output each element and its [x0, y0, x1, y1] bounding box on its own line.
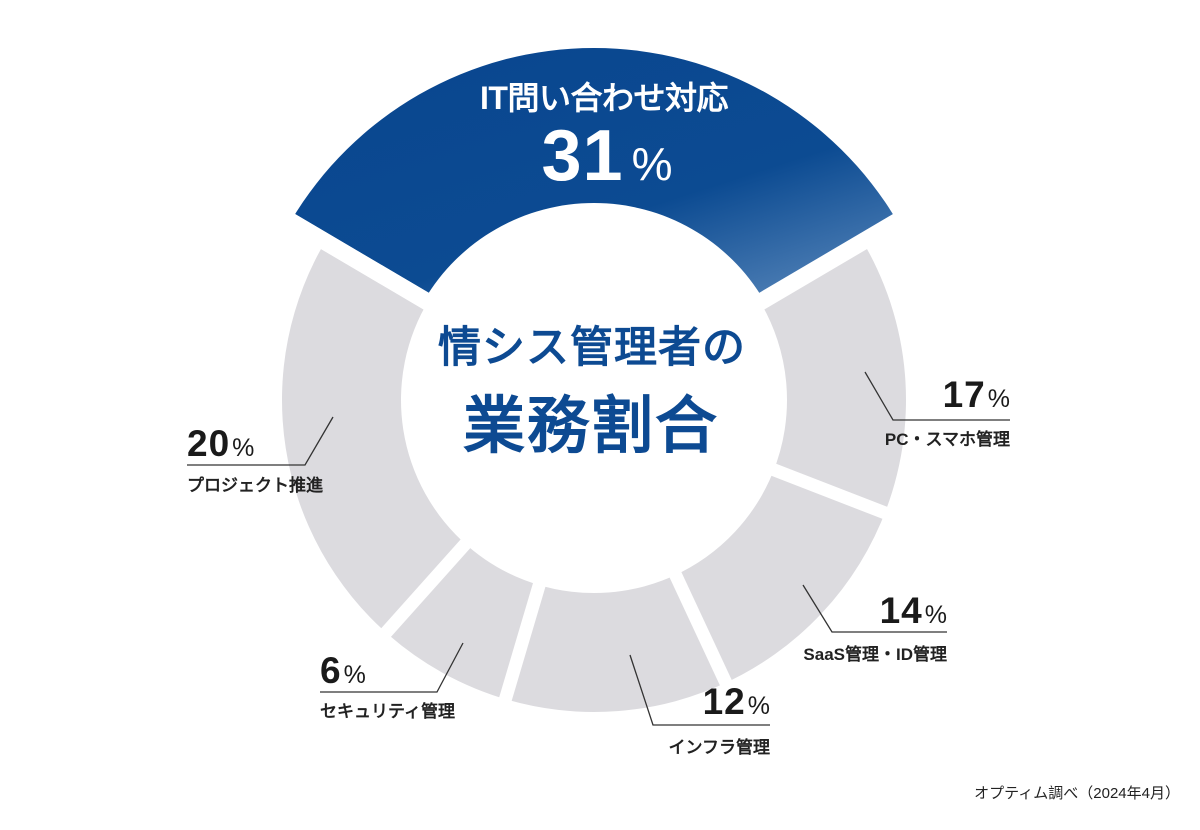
highlight-segment-label: IT問い合わせ対応: [480, 80, 728, 116]
value-unit: %: [343, 661, 366, 689]
value-security: 6 %: [320, 652, 366, 689]
segment-separator: [479, 541, 558, 767]
value-project: 20 %: [187, 425, 254, 462]
donut-segment-2: [758, 236, 907, 518]
leader-line-project: [187, 416, 334, 466]
chart-title-line-2: 業務割合: [462, 392, 719, 461]
label-security: セキュリティ管理: [320, 702, 455, 721]
value-unit: %: [987, 385, 1010, 413]
leader-line-pc: [864, 371, 1010, 421]
value-number: 20: [187, 423, 231, 464]
chart-title-line-1: 情シス管理者の: [438, 324, 746, 372]
leader-lines: [187, 371, 1010, 726]
value-pc-smartphone: 17 %: [943, 376, 1010, 413]
value-saas-id: 14 %: [880, 592, 947, 629]
donut-segment-4: [500, 573, 731, 713]
value-number: 14: [879, 590, 923, 631]
donut-segment-3: [672, 466, 887, 686]
value-unit: %: [232, 434, 255, 462]
leader-line-infra: [629, 654, 770, 726]
value-unit: %: [747, 692, 770, 720]
value-number: 12: [702, 681, 746, 722]
segment-separator: [335, 507, 499, 688]
donut-segments: [281, 48, 907, 713]
highlight-segment-value: 31 %: [0, 120, 1200, 192]
value-unit: %: [924, 601, 947, 629]
label-project: プロジェクト推進: [187, 476, 323, 495]
segment-separators: [262, 199, 951, 767]
segment-separator: [262, 199, 470, 332]
leader-line-saas: [802, 584, 947, 633]
value-infra: 12 %: [703, 683, 770, 720]
donut-segment-6: [281, 236, 468, 637]
donut-segment-1: [290, 48, 898, 301]
source-note: オプティム調べ（2024年4月）: [974, 785, 1180, 802]
segment-separator: [731, 448, 951, 544]
highlight-value-unit: %: [631, 138, 673, 190]
segment-separator: [718, 199, 926, 332]
segment-separator: [651, 533, 761, 748]
highlight-value-number: 31: [541, 116, 624, 196]
leader-line-security: [320, 642, 464, 693]
label-infra: インフラ管理: [668, 738, 771, 757]
value-number: 6: [320, 650, 342, 691]
donut-segment-5: [382, 541, 543, 701]
label-pc-smartphone: PC・スマホ管理: [884, 430, 1010, 449]
label-saas-id: SaaS管理・ID管理: [803, 645, 947, 664]
value-number: 17: [942, 374, 986, 415]
